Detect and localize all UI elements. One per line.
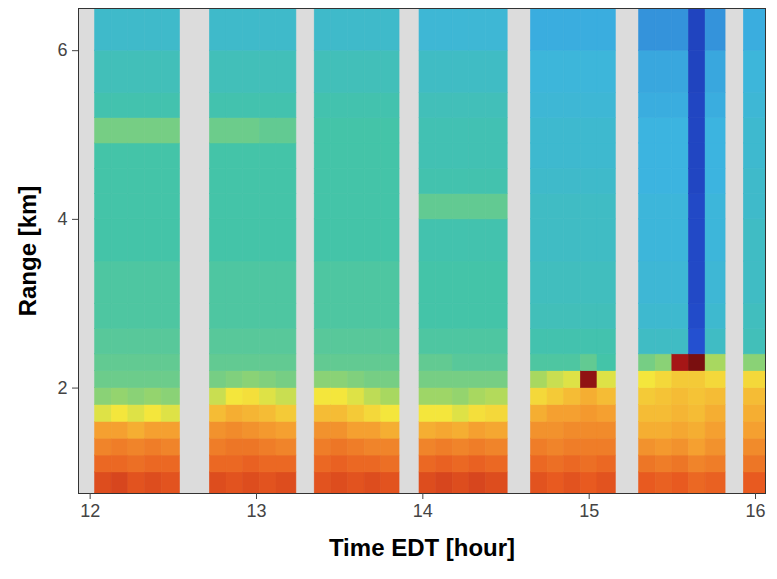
svg-text:12: 12	[80, 501, 100, 521]
svg-text:4: 4	[57, 209, 67, 229]
svg-text:14: 14	[413, 501, 433, 521]
svg-text:Range [km]: Range [km]	[14, 186, 41, 317]
svg-text:Time EDT [hour]: Time EDT [hour]	[329, 534, 515, 561]
svg-text:15: 15	[579, 501, 599, 521]
svg-text:13: 13	[246, 501, 266, 521]
svg-text:6: 6	[57, 40, 67, 60]
svg-text:2: 2	[57, 378, 67, 398]
svg-text:16: 16	[746, 501, 766, 521]
